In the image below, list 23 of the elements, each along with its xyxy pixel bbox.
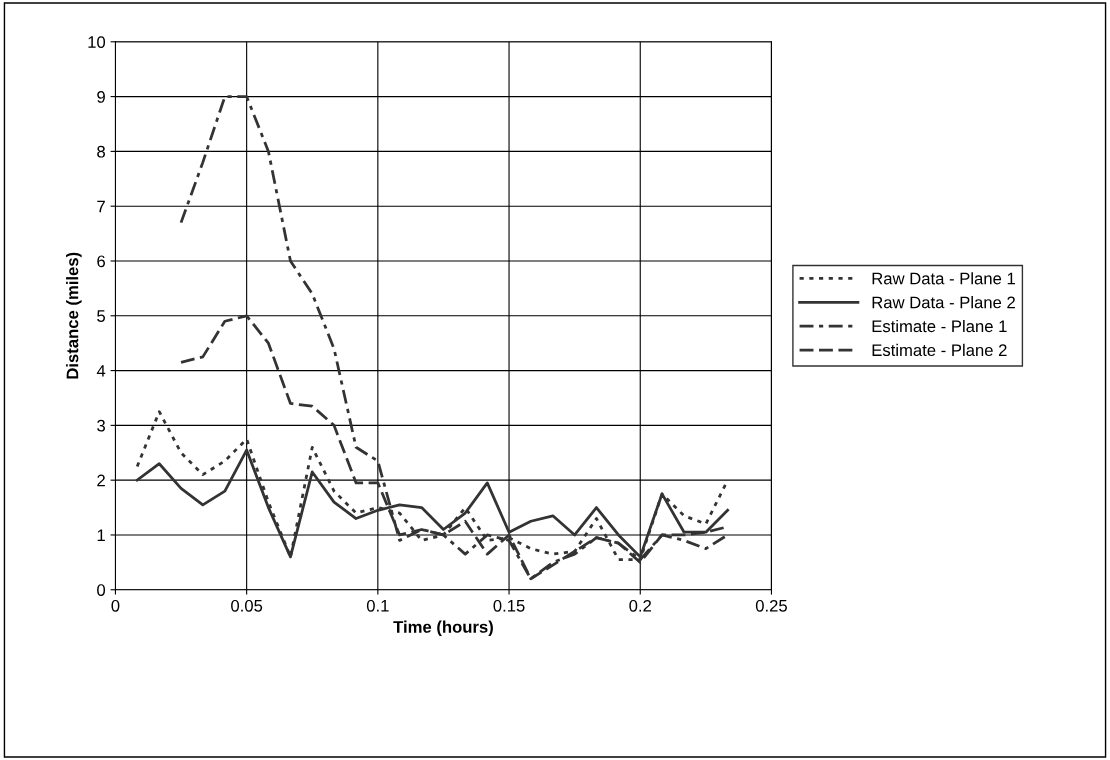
y-tick-label: 2 — [97, 474, 105, 487]
y-axis-title: Distance (miles) — [66, 252, 82, 379]
x-tick-label: 0 — [111, 599, 120, 612]
y-tick-label: 0 — [97, 584, 106, 596]
y-tick-label: 4 — [96, 365, 106, 377]
x-tick-label: 0.25 — [755, 599, 787, 612]
y-tick-label: 3 — [97, 419, 105, 432]
x-tick-label: 0.2 — [629, 599, 651, 612]
y-tick-label: 7 — [97, 200, 105, 213]
x-tick-label: 0.05 — [231, 599, 263, 612]
y-tick-label: 6 — [97, 255, 105, 268]
x-tick-label: 0.15 — [493, 599, 525, 612]
y-tick-label: 1 — [97, 529, 105, 541]
y-tick-label: 8 — [97, 145, 105, 158]
legend-label: Estimate - Plane 2 — [872, 343, 1007, 357]
y-tick-label: 5 — [97, 310, 106, 322]
legend-label: Raw Data - Plane 2 — [872, 296, 1015, 309]
x-axis-title: Time (hours) — [393, 620, 493, 637]
legend-label: Estimate - Plane 1 — [872, 319, 1007, 333]
legend-label: Raw Data - Plane 1 — [872, 272, 1015, 285]
y-tick-label: 10 — [88, 36, 106, 48]
x-tick-label: 0.1 — [366, 599, 389, 612]
y-tick-label: 9 — [97, 91, 105, 103]
